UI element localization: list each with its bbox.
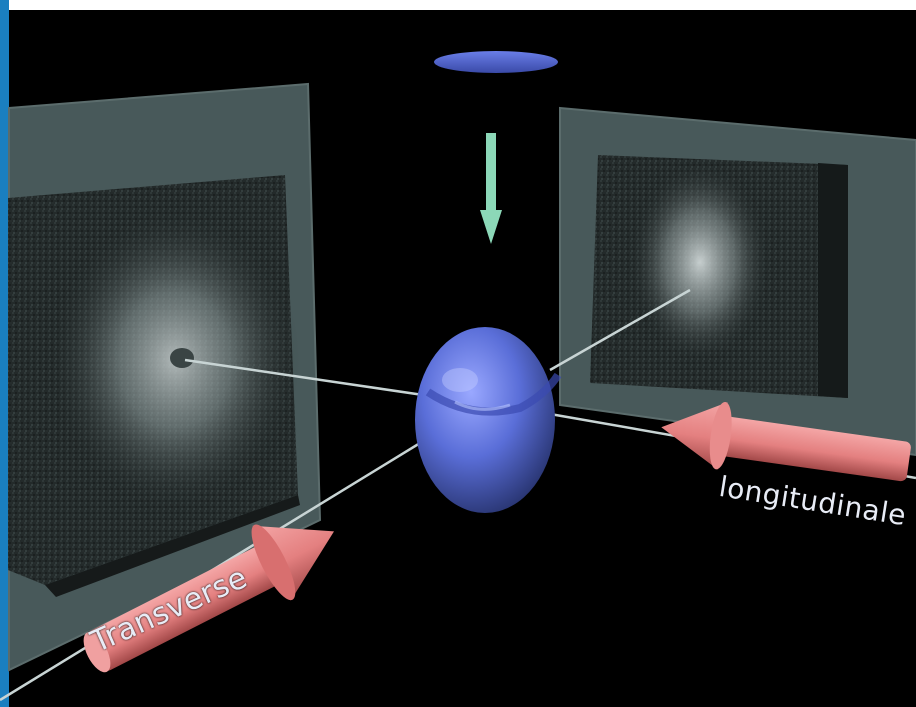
sample-sphere-icon [415,327,562,513]
right-detector-panel [559,106,916,457]
longitudinal-beam-arrow-icon [661,401,911,482]
transverse-beam-arrow-icon [83,524,335,673]
incident-arrow-icon [480,133,502,244]
source-disc-icon [434,51,558,73]
left-detector-panel [8,82,322,672]
top-border [0,0,916,10]
accent-sidebar [0,0,9,707]
longitudinal-scattering-pattern [630,162,770,362]
